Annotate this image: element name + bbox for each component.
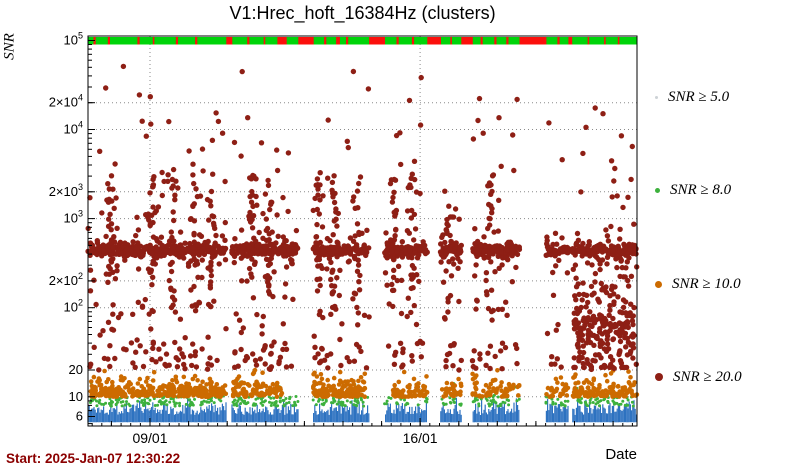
legend-label-snr-10: SNR ≥ 10.0 <box>672 275 741 292</box>
legend-entry-snr-20: SNR ≥ 20.0 <box>655 367 742 387</box>
marker-snr-20-icon <box>655 373 663 381</box>
svg-text:6: 6 <box>76 409 83 424</box>
legend: SNR ≥ 5.0 SNR ≥ 8.0 SNR ≥ 10.0 SNR ≥ 20.… <box>655 0 805 472</box>
svg-text:09/01: 09/01 <box>132 430 167 446</box>
svg-text:2×103: 2×103 <box>49 182 83 199</box>
marker-snr-5-icon <box>655 95 658 99</box>
x-axis-title: Date <box>605 446 637 463</box>
marker-snr-8-icon <box>655 187 660 193</box>
svg-text:103: 103 <box>64 209 83 226</box>
axes: 105 2×104 104 2×103 103 2×102 102 20 10 6 09/01 16/… <box>49 31 638 446</box>
legend-label-snr-8: SNR ≥ 8.0 <box>670 181 732 198</box>
scatter-snr10-orange <box>88 367 640 400</box>
svg-text:20: 20 <box>69 362 83 377</box>
svg-text:10: 10 <box>69 389 83 404</box>
svg-text:2×102: 2×102 <box>49 271 83 288</box>
legend-entry-snr-10: SNR ≥ 10.0 <box>655 274 741 294</box>
legend-label-snr-20: SNR ≥ 20.0 <box>673 368 742 385</box>
legend-entry-snr-8: SNR ≥ 8.0 <box>655 180 731 200</box>
marker-snr-10-icon <box>655 280 662 288</box>
legend-entry-snr-5: SNR ≥ 5.0 <box>655 87 729 107</box>
svg-text:104: 104 <box>64 120 83 137</box>
chart-title: V1:Hrec_hoft_16384Hz (clusters) <box>229 3 496 23</box>
scatter-snr5-blue <box>87 397 637 423</box>
svg-text:16/01: 16/01 <box>403 430 438 446</box>
svg-text:102: 102 <box>64 298 83 315</box>
legend-label-snr-5: SNR ≥ 5.0 <box>668 88 730 105</box>
segment-quality-bar <box>88 37 637 45</box>
scatter-snr20-darkred <box>85 63 640 373</box>
svg-text:2×104: 2×104 <box>49 93 83 110</box>
start-time-label: Start: 2025-Jan-07 12:30:22 <box>6 451 181 466</box>
svg-text:105: 105 <box>64 31 83 48</box>
